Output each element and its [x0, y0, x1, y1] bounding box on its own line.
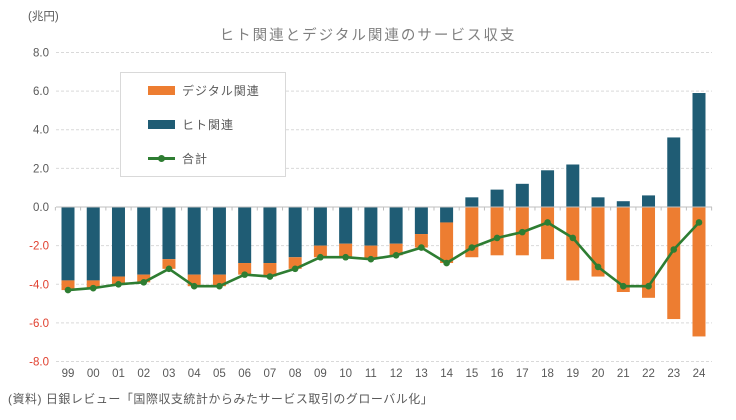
svg-text:09: 09 — [314, 368, 327, 380]
svg-text:23: 23 — [667, 368, 680, 380]
svg-text:21: 21 — [617, 368, 630, 380]
svg-text:08: 08 — [289, 368, 302, 380]
svg-text:14: 14 — [440, 368, 453, 380]
human-series-swatch — [148, 119, 175, 129]
svg-text:12: 12 — [390, 368, 403, 380]
legend: デジタル関連 ヒト関連 合計 — [120, 72, 286, 177]
svg-text:05: 05 — [213, 368, 226, 380]
svg-text:-8.0: -8.0 — [29, 357, 49, 369]
legend-label-digital: デジタル関連 — [182, 83, 260, 98]
svg-text:06: 06 — [238, 368, 251, 380]
svg-text:16: 16 — [491, 368, 504, 380]
svg-text:10: 10 — [339, 368, 352, 380]
svg-text:15: 15 — [465, 368, 478, 380]
svg-text:-4.0: -4.0 — [29, 279, 49, 291]
svg-text:0.0: 0.0 — [33, 202, 49, 214]
legend-item-digital: デジタル関連 — [148, 83, 260, 98]
svg-text:-6.0: -6.0 — [29, 318, 49, 330]
svg-text:03: 03 — [163, 368, 176, 380]
digital-series-swatch — [148, 85, 175, 95]
svg-text:11: 11 — [365, 368, 377, 380]
svg-text:99: 99 — [62, 368, 75, 380]
svg-text:04: 04 — [188, 368, 201, 380]
svg-text:6.0: 6.0 — [33, 86, 49, 98]
legend-label-total: 合計 — [182, 151, 209, 166]
svg-text:00: 00 — [87, 368, 100, 380]
legend-label-human: ヒト関連 — [182, 117, 235, 132]
svg-text:07: 07 — [264, 368, 277, 380]
total-series-swatch — [148, 154, 175, 163]
svg-text:8.0: 8.0 — [33, 47, 49, 59]
source-note: (資料) 日銀レビュー「国際収支統計からみたサービス取引のグローバル化」 — [8, 392, 434, 406]
y-axis-unit-label: (兆円) — [28, 11, 59, 23]
svg-text:4.0: 4.0 — [33, 125, 49, 137]
svg-text:2.0: 2.0 — [33, 163, 49, 175]
svg-text:22: 22 — [642, 368, 655, 380]
legend-item-total: 合計 — [148, 151, 209, 166]
svg-text:24: 24 — [693, 368, 706, 380]
svg-text:20: 20 — [592, 368, 605, 380]
legend-item-human: ヒト関連 — [148, 117, 235, 132]
svg-text:01: 01 — [112, 368, 125, 380]
svg-text:18: 18 — [541, 368, 554, 380]
svg-text:02: 02 — [137, 368, 150, 380]
svg-text:19: 19 — [566, 368, 579, 380]
chart-title: ヒト関連とデジタル関連のサービス収支 — [219, 28, 517, 44]
svg-text:17: 17 — [516, 368, 529, 380]
svg-text:13: 13 — [415, 368, 428, 380]
svg-text:-2.0: -2.0 — [29, 241, 49, 253]
